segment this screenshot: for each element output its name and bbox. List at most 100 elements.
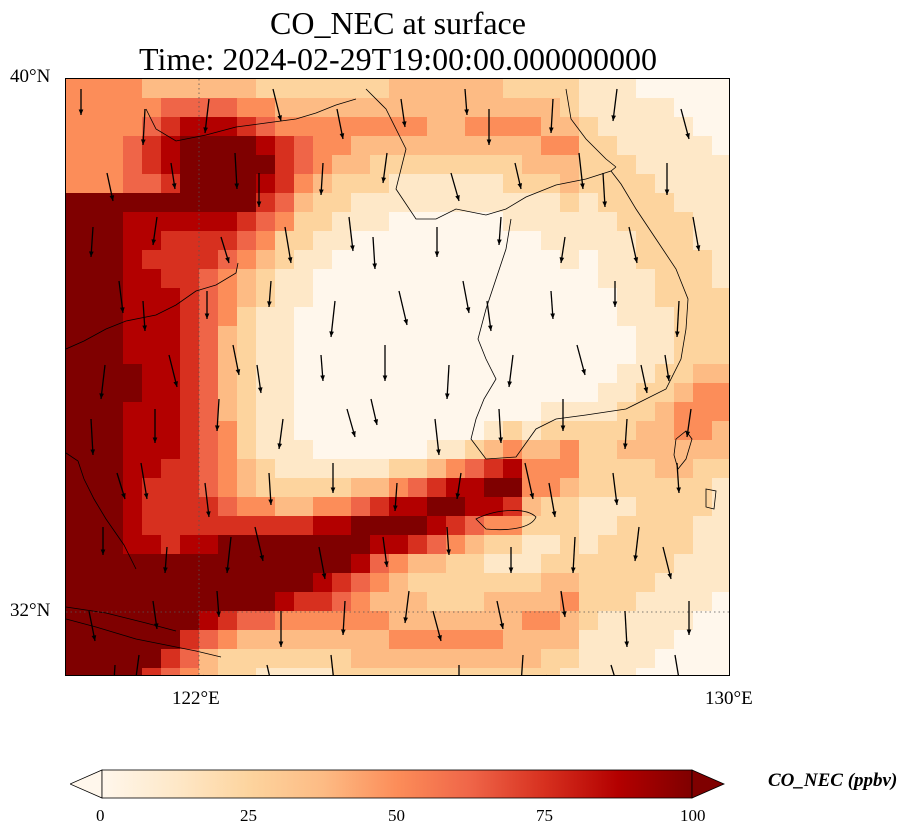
field-cell (560, 174, 580, 194)
field-cell (85, 345, 105, 365)
field-cell (617, 516, 637, 536)
field-cell (218, 193, 238, 213)
wind-arrow (346, 408, 356, 438)
field-cell (427, 421, 447, 441)
field-cell (370, 250, 390, 270)
field-cell (465, 497, 485, 517)
field-cell (142, 364, 162, 384)
field-cell (199, 98, 219, 118)
field-cell (370, 117, 390, 137)
field-cell (161, 326, 181, 346)
field-cell (712, 98, 729, 118)
field-cell (617, 174, 637, 194)
field-cell (66, 98, 86, 118)
field-cell (446, 364, 466, 384)
field-cell (446, 212, 466, 232)
field-cell (427, 383, 447, 403)
field-cell (636, 668, 656, 675)
field-cell (123, 573, 143, 593)
field-cell (85, 611, 105, 631)
field-cell (123, 516, 143, 536)
wind-arrow (336, 108, 345, 140)
wind-arrow (633, 526, 640, 562)
wind-arrow (168, 354, 178, 388)
field-cell (636, 117, 656, 137)
field-cell (484, 649, 504, 669)
field-cell (655, 383, 675, 403)
field-cell (693, 288, 713, 308)
field-cell (218, 478, 238, 498)
field-cell (617, 554, 637, 574)
field-cell (256, 117, 276, 137)
field-cell (66, 668, 86, 675)
field-cell (712, 212, 729, 232)
field-cell (332, 269, 352, 289)
field-cell (294, 630, 314, 650)
field-cell (389, 288, 409, 308)
field-cell (351, 136, 371, 156)
wind-arrow (548, 98, 554, 134)
field-cell (617, 459, 637, 479)
wind-arrow (106, 172, 115, 202)
wind-arrow (163, 546, 168, 574)
field-cell (408, 307, 428, 327)
field-cell (199, 630, 219, 650)
field-cell (237, 174, 257, 194)
field-cell (427, 269, 447, 289)
field-cell (123, 497, 143, 517)
field-cell (85, 516, 105, 536)
field-cell (66, 174, 86, 194)
field-cell (370, 668, 390, 675)
field-cell (465, 174, 485, 194)
wind-arrow (686, 601, 692, 635)
field-cell (484, 611, 504, 631)
field-cell (275, 174, 295, 194)
field-cell (218, 174, 238, 194)
field-cell (446, 497, 466, 517)
field-cell (294, 478, 314, 498)
field-cell (598, 383, 618, 403)
field-cell (465, 307, 485, 327)
field-cell (560, 611, 580, 631)
field-cell (636, 79, 656, 99)
map-plot-area (65, 78, 730, 676)
field-cell (446, 231, 466, 251)
field-cell (446, 649, 466, 669)
field-cell (180, 383, 200, 403)
field-cell (617, 288, 637, 308)
wind-arrow (140, 108, 146, 146)
field-cell (446, 288, 466, 308)
field-cell (446, 516, 466, 536)
field-cell (237, 231, 257, 251)
field-cell (237, 440, 257, 460)
field-cell (655, 98, 675, 118)
field-cell (389, 573, 409, 593)
field-cell (66, 630, 86, 650)
field-cell (503, 668, 523, 675)
field-cell (541, 345, 561, 365)
field-cell (256, 326, 276, 346)
field-cell (484, 98, 504, 118)
field-cell (142, 592, 162, 612)
field-cell (294, 193, 314, 213)
field-cell (142, 269, 162, 289)
field-cell (370, 212, 390, 232)
field-cell (617, 269, 637, 289)
field-cell (104, 535, 124, 555)
field-cell (370, 611, 390, 631)
field-cell (636, 364, 656, 384)
field-cell (351, 535, 371, 555)
field-cell (712, 250, 729, 270)
lon-label-130e: 130°E (705, 688, 753, 709)
field-cell (522, 459, 542, 479)
field-cell (465, 573, 485, 593)
wind-arrow (152, 600, 159, 630)
field-cell (560, 269, 580, 289)
field-cell (313, 345, 333, 365)
field-cell (636, 345, 656, 365)
map-canvas (66, 79, 729, 675)
field-cell (237, 516, 257, 536)
field-cell (674, 117, 694, 137)
field-cell (674, 212, 694, 232)
wind-arrow (278, 611, 284, 647)
